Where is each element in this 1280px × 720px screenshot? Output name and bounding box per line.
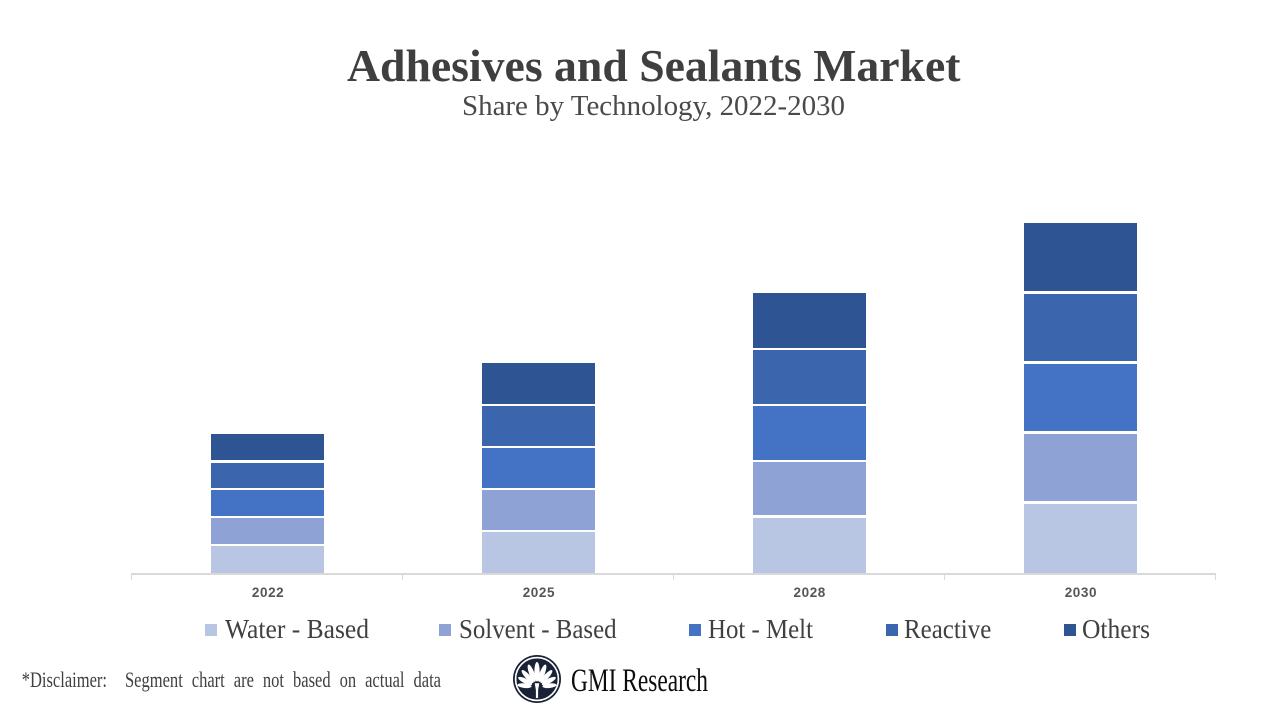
svg-text:GMI Research: GMI Research xyxy=(571,663,708,699)
svg-text:Share by Technology, 2022-2030: Share by Technology, 2022-2030 xyxy=(462,90,845,122)
svg-text:Hot - Melt: Hot - Melt xyxy=(708,614,813,644)
svg-text:2022: 2022 xyxy=(252,585,284,600)
svg-text:2025: 2025 xyxy=(523,585,555,600)
svg-text:*Disclaimer: Segment chart ar: *Disclaimer: Segment chart are not based… xyxy=(22,667,441,692)
svg-text:Solvent - Based: Solvent - Based xyxy=(459,614,617,644)
svg-text:Water - Based: Water - Based xyxy=(225,614,369,644)
svg-text:2030: 2030 xyxy=(1065,585,1097,600)
svg-text:2028: 2028 xyxy=(794,585,826,600)
svg-text:Others: Others xyxy=(1082,614,1150,644)
svg-text:Reactive: Reactive xyxy=(904,614,991,644)
svg-text:Adhesives and Sealants Market: Adhesives and Sealants Market xyxy=(347,40,961,91)
